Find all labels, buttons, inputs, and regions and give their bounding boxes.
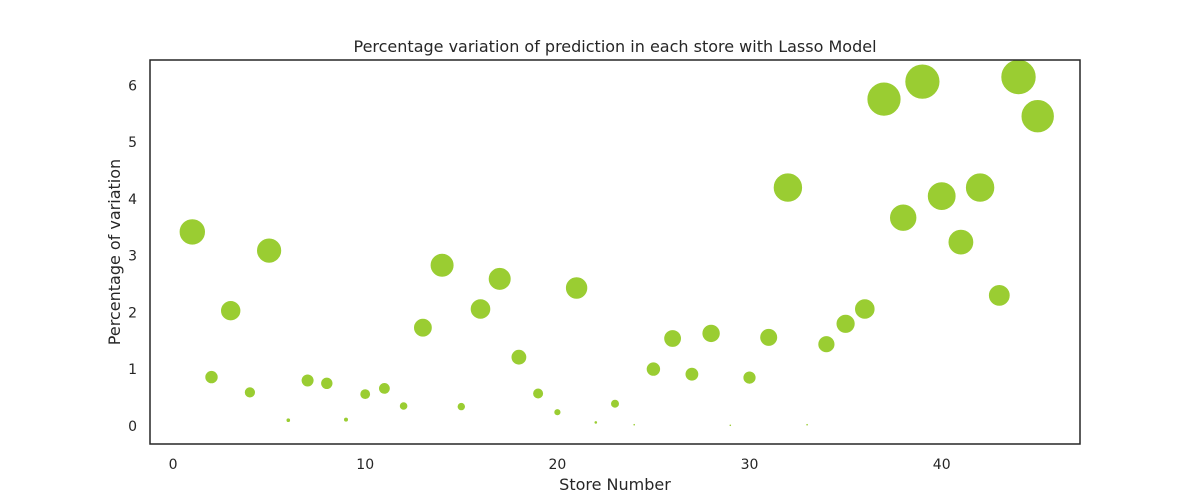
data-point-store-37 <box>866 81 902 117</box>
data-point-store-30 <box>742 370 757 385</box>
x-tick-label: 40 <box>933 457 951 473</box>
x-tick-label: 20 <box>548 457 566 473</box>
data-point-store-31 <box>759 328 778 347</box>
data-point-store-38 <box>889 203 918 232</box>
plot-frame <box>149 59 1081 445</box>
data-point-store-21 <box>565 276 589 300</box>
data-point-store-25 <box>645 361 661 377</box>
data-point-store-27 <box>684 367 700 382</box>
data-point-store-43 <box>988 284 1011 307</box>
data-point-store-8 <box>320 376 334 390</box>
x-tick-label: 30 <box>741 457 759 473</box>
data-point-store-14 <box>429 252 455 278</box>
data-point-store-33 <box>805 423 809 427</box>
data-point-store-40 <box>927 181 957 211</box>
data-point-store-39 <box>904 63 941 100</box>
data-point-store-28 <box>701 323 721 343</box>
data-point-store-3 <box>220 300 242 322</box>
x-axis-ticks: 0 10 20 30 40 <box>169 457 951 473</box>
data-point-store-19 <box>532 387 544 400</box>
data-point-store-26 <box>663 329 682 348</box>
data-point-store-18 <box>510 349 528 366</box>
data-point-store-45 <box>1020 99 1055 134</box>
y-tick-label: 6 <box>128 79 137 95</box>
data-point-store-41 <box>947 228 975 256</box>
y-tick-label: 1 <box>128 362 137 378</box>
data-point-store-13 <box>413 318 433 338</box>
data-point-store-16 <box>469 298 492 320</box>
data-point-store-42 <box>965 172 996 203</box>
data-point-store-15 <box>456 402 466 412</box>
data-point-store-4 <box>243 386 256 399</box>
data-point-store-2 <box>204 370 219 385</box>
chart-title: Percentage variation of prediction in ea… <box>353 37 876 56</box>
data-point-store-20 <box>553 408 562 417</box>
data-point-store-44 <box>1000 59 1037 96</box>
data-point-store-7 <box>300 373 315 388</box>
y-tick-label: 3 <box>128 249 137 265</box>
x-axis-label: Store Number <box>559 475 671 494</box>
data-point-store-32 <box>772 172 803 203</box>
data-point-store-10 <box>359 388 371 400</box>
data-points <box>178 59 1055 427</box>
y-axis-label: Percentage of variation <box>105 159 124 345</box>
data-point-store-17 <box>487 267 512 291</box>
data-point-store-24 <box>632 423 636 427</box>
data-point-store-1 <box>178 218 206 246</box>
data-point-store-23 <box>610 398 620 409</box>
y-tick-label: 2 <box>128 305 137 321</box>
data-point-store-36 <box>854 298 876 320</box>
y-tick-label: 0 <box>128 419 137 435</box>
data-point-store-29 <box>728 423 732 427</box>
data-point-store-5 <box>256 237 283 264</box>
data-point-store-12 <box>398 401 409 411</box>
data-point-store-6 <box>285 417 291 423</box>
x-tick-label: 0 <box>169 457 178 473</box>
data-point-store-35 <box>835 313 856 334</box>
y-tick-label: 4 <box>128 192 137 208</box>
data-point-store-9 <box>343 416 349 423</box>
data-point-store-11 <box>378 382 391 395</box>
y-tick-label: 5 <box>128 135 137 151</box>
data-point-store-34 <box>817 335 836 354</box>
y-axis-ticks: 0 1 2 3 4 5 6 <box>128 79 137 435</box>
x-tick-label: 10 <box>356 457 374 473</box>
data-point-store-22 <box>593 420 598 425</box>
